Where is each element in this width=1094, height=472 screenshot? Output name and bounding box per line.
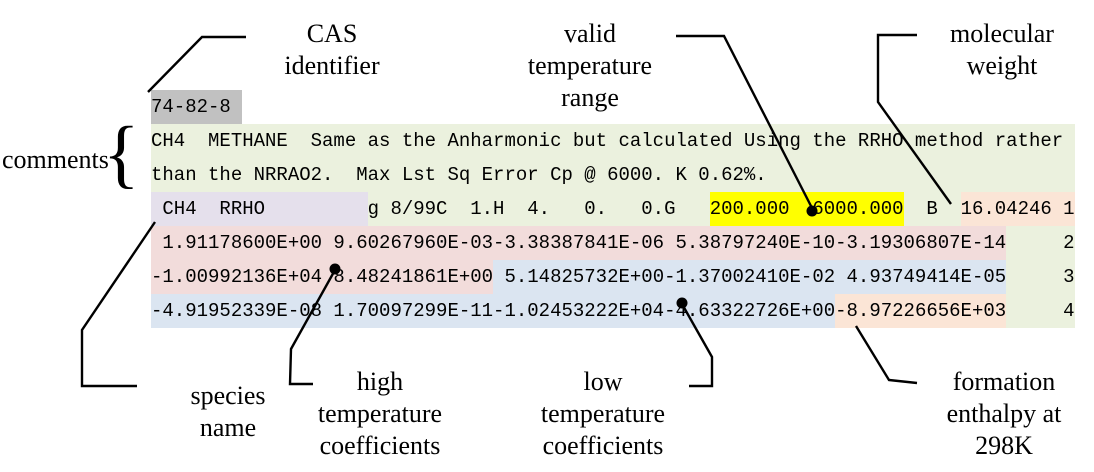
low-temp-leader-line [680, 303, 714, 388]
high-temp-coefficients-label: high temperature coefficients [317, 367, 443, 460]
thermo-line-7: -4.91952339E-08 1.70097299E-11-1.0245322… [151, 294, 1075, 328]
species-name-label: species name [190, 381, 266, 442]
molecular-weight-field: 16.04246 1 [960, 192, 1075, 226]
b-flag-field: B [903, 192, 961, 226]
high-temp-leader-line [288, 269, 337, 386]
formation-enthalpy-leader-line [854, 325, 918, 385]
line-number: 2 [1006, 226, 1075, 260]
comment-line-2: than the NRRAO2. Max Lst Sq Error Cp @ 6… [151, 158, 1075, 192]
valid-range-leader-dot [806, 205, 818, 217]
cas-leader-line [147, 35, 246, 93]
comments-brace: { [103, 112, 140, 196]
thermo-line-1: 74-82-8 [151, 90, 243, 124]
cas-identifier-label: CAS identifier [284, 19, 380, 80]
thermo-line-2: CH4 METHANE Same as the Anharmonic but c… [151, 124, 1075, 158]
valid-range-leader-line [676, 34, 814, 209]
molecular-weight-label: molecular weight [950, 19, 1054, 80]
formation-enthalpy-field: -8.97226656E+03 [835, 294, 1007, 328]
molecular-weight-leader-line [876, 33, 952, 205]
low-temp-leader-dot [676, 297, 688, 309]
species-name-leader-line [80, 221, 156, 388]
high-temp-leader-dot [329, 263, 341, 275]
low-temp-coefficients-cont: -4.91952339E-08 1.70097299E-11-1.0245322… [151, 294, 836, 328]
comments-label: comments [2, 145, 109, 174]
valid-temperature-range-label: valid temperature range [527, 19, 653, 112]
thermo-line-5: 1.91178600E+00 9.60267960E-03-3.38387841… [151, 226, 1075, 260]
thermo-line-3: than the NRRAO2. Max Lst Sq Error Cp @ 6… [151, 158, 1075, 192]
comment-line-1: CH4 METHANE Same as the Anharmonic but c… [151, 124, 1075, 158]
formation-enthalpy-label: formation enthalpy at 298K [946, 367, 1062, 460]
thermo-line-6: -1.00992136E+04 8.48241861E+00 5.1482573… [151, 260, 1075, 294]
species-name-field: CH4 RRHO [151, 192, 368, 226]
high-temp-coefficients-cont: -1.00992136E+04 8.48241861E+00 [151, 260, 494, 294]
cas-number: 74-82-8 [151, 90, 243, 124]
line-number: 4 [1006, 294, 1075, 328]
thermo-line-4: CH4 RRHO g 8/99C 1.H 4. 0. 0.G 200.000 6… [151, 192, 1075, 226]
line-number: 3 [1006, 260, 1075, 294]
low-temp-coefficients: 5.14825732E+00-1.37002410E-02 4.93749414… [493, 260, 1007, 294]
date-and-composition-field: g 8/99C 1.H 4. 0. 0.G [367, 192, 710, 226]
low-temp-coefficients-label: low temperature coefficients [540, 367, 666, 460]
high-temp-coefficients: 1.91178600E+00 9.60267960E-03-3.38387841… [151, 226, 1007, 260]
